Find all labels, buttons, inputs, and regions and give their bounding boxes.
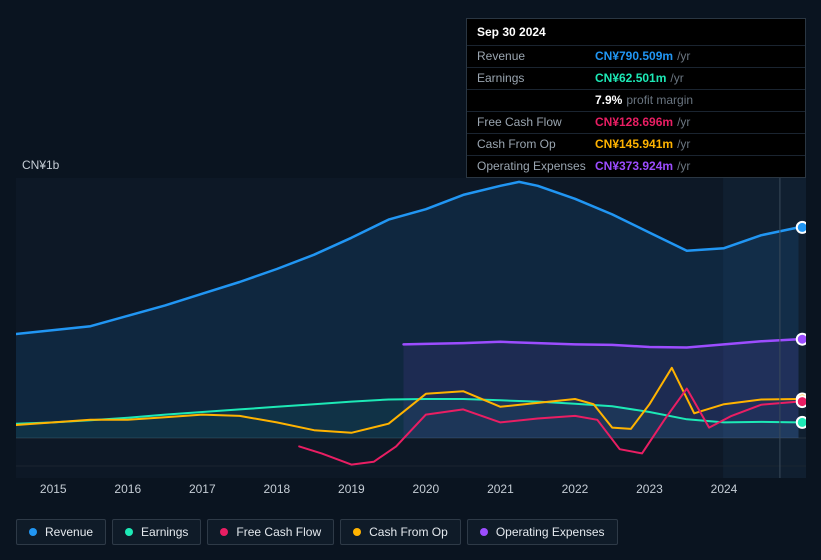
legend-item-fcf[interactable]: Free Cash Flow	[207, 519, 334, 545]
line-chart	[16, 178, 806, 478]
tooltip-unit: profit margin	[626, 93, 693, 107]
data-tooltip: Sep 30 2024 RevenueCN¥790.509m /yrEarnin…	[466, 18, 806, 178]
tooltip-label: Cash From Op	[477, 137, 595, 151]
x-tick: 2021	[487, 482, 514, 496]
legend-item-opex[interactable]: Operating Expenses	[467, 519, 618, 545]
tooltip-value: CN¥62.501m	[595, 71, 666, 85]
x-tick: 2022	[562, 482, 589, 496]
tooltip-unit: /yr	[677, 115, 690, 129]
tooltip-row-earnings: EarningsCN¥62.501m /yr	[467, 67, 805, 89]
legend-item-revenue[interactable]: Revenue	[16, 519, 106, 545]
legend-swatch-icon	[220, 528, 228, 536]
x-tick: 2018	[263, 482, 290, 496]
legend: Revenue Earnings Free Cash Flow Cash From O…	[16, 519, 618, 545]
tooltip-unit: /yr	[677, 159, 690, 173]
tooltip-unit: /yr	[677, 49, 690, 63]
tooltip-value: CN¥128.696m	[595, 115, 673, 129]
legend-swatch-icon	[125, 528, 133, 536]
legend-item-earnings[interactable]: Earnings	[112, 519, 201, 545]
x-tick: 2023	[636, 482, 663, 496]
legend-label: Free Cash Flow	[236, 525, 321, 539]
tooltip-label: Operating Expenses	[477, 159, 595, 173]
legend-label: Earnings	[141, 525, 188, 539]
legend-swatch-icon	[353, 528, 361, 536]
tooltip-unit: /yr	[677, 137, 690, 151]
legend-label: Cash From Op	[369, 525, 448, 539]
x-tick: 2020	[413, 482, 440, 496]
x-tick: 2016	[114, 482, 141, 496]
tooltip-unit: /yr	[670, 71, 683, 85]
legend-item-cfo[interactable]: Cash From Op	[340, 519, 461, 545]
x-tick: 2017	[189, 482, 216, 496]
tooltip-date: Sep 30 2024	[467, 19, 805, 45]
tooltip-value: CN¥373.924m	[595, 159, 673, 173]
tooltip-value: 7.9%	[595, 93, 622, 107]
y-axis-label-top: CN¥1b	[22, 158, 59, 172]
tooltip-row-cfo: Cash From OpCN¥145.941m /yr	[467, 133, 805, 155]
tooltip-row-margin: 7.9% profit margin	[467, 89, 805, 111]
x-tick: 2024	[711, 482, 738, 496]
tooltip-row-opex: Operating ExpensesCN¥373.924m /yr	[467, 155, 805, 177]
legend-swatch-icon	[480, 528, 488, 536]
legend-swatch-icon	[29, 528, 37, 536]
tooltip-row-fcf: Free Cash FlowCN¥128.696m /yr	[467, 111, 805, 133]
chart-area[interactable]	[16, 178, 806, 478]
x-tick: 2015	[40, 482, 67, 496]
tooltip-value: CN¥145.941m	[595, 137, 673, 151]
tooltip-label	[477, 93, 595, 107]
x-tick: 2019	[338, 482, 365, 496]
tooltip-label: Free Cash Flow	[477, 115, 595, 129]
legend-label: Operating Expenses	[496, 525, 605, 539]
tooltip-row-revenue: RevenueCN¥790.509m /yr	[467, 45, 805, 67]
legend-label: Revenue	[45, 525, 93, 539]
tooltip-label: Earnings	[477, 71, 595, 85]
tooltip-value: CN¥790.509m	[595, 49, 673, 63]
tooltip-label: Revenue	[477, 49, 595, 63]
x-axis: 2015 2016 2017 2018 2019 2020 2021 2022 2023 2024	[16, 482, 806, 502]
